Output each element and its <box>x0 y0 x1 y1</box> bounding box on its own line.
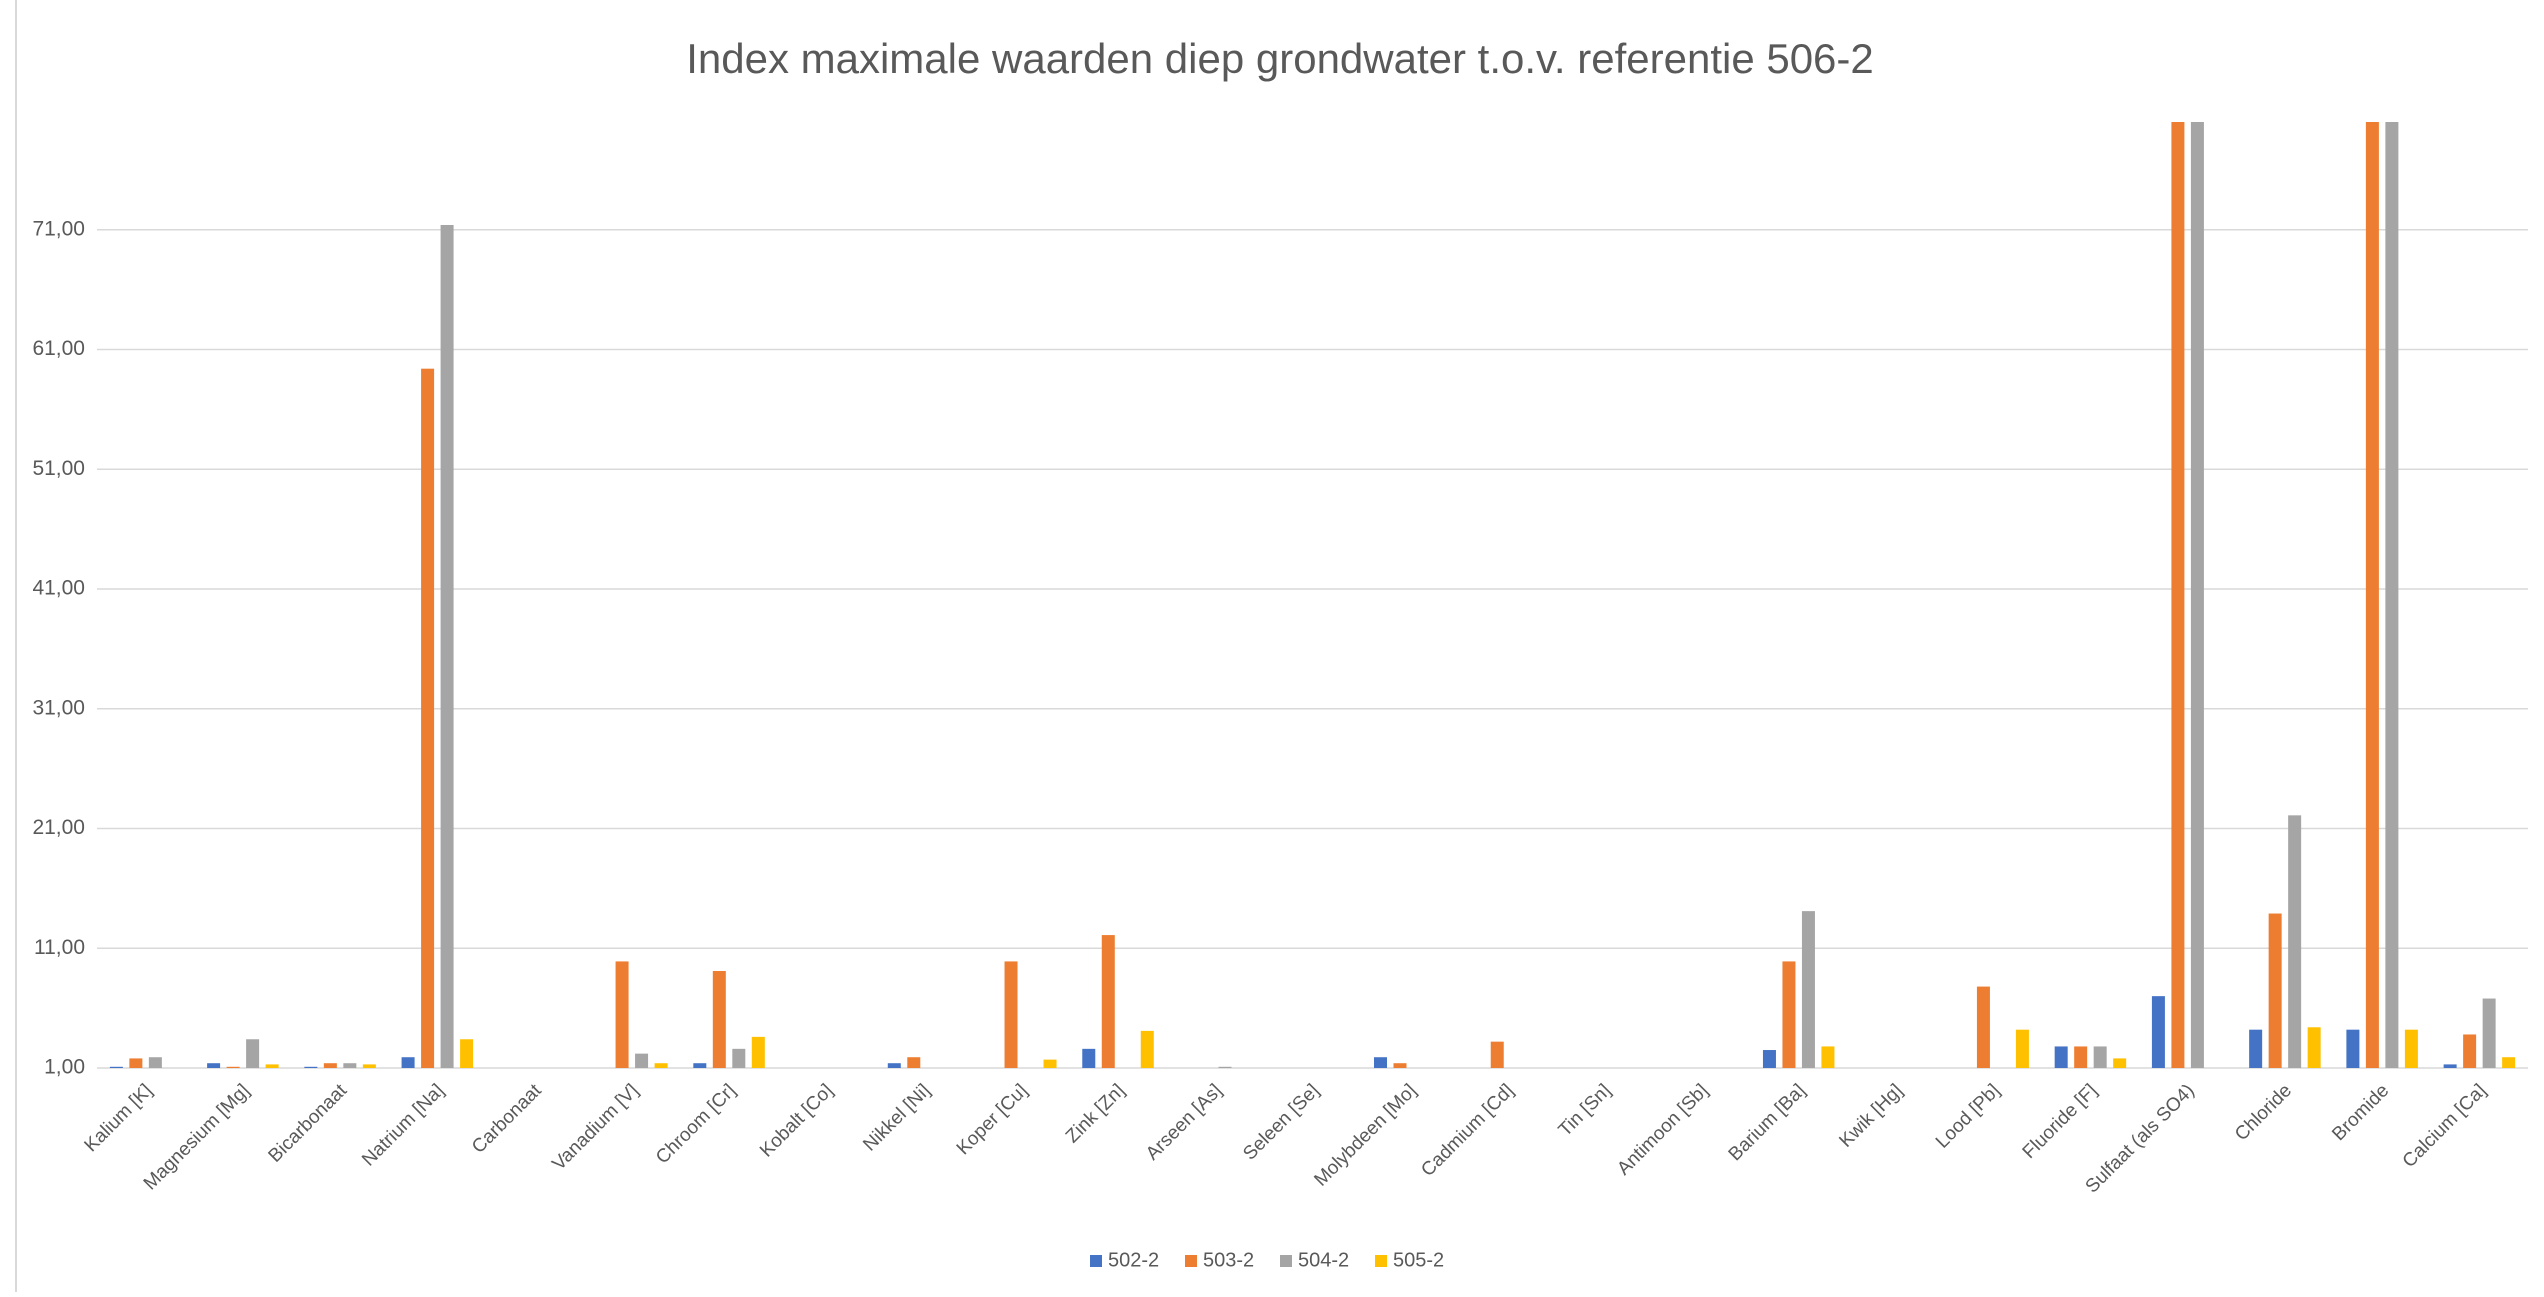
bar <box>2015 1029 2029 1068</box>
bar <box>1801 911 1815 1068</box>
bar <box>2365 122 2379 1068</box>
bar <box>421 368 435 1068</box>
legend-label: 503-2 <box>1203 1249 1254 1271</box>
bar <box>2074 1046 2088 1068</box>
bar <box>2502 1057 2516 1068</box>
bar <box>2288 815 2302 1068</box>
bar <box>2249 1029 2263 1068</box>
y-tick-label: 61,00 <box>32 337 85 360</box>
bar <box>207 1063 221 1068</box>
bar <box>1782 961 1796 1068</box>
bar <box>226 1066 240 1068</box>
bar <box>2113 1058 2127 1068</box>
bar <box>615 961 629 1068</box>
bar <box>712 971 726 1068</box>
y-tick-label: 41,00 <box>32 577 85 600</box>
bar <box>304 1066 318 1068</box>
bar <box>2385 122 2399 1068</box>
bar <box>2151 996 2165 1068</box>
bar <box>148 1057 162 1068</box>
bar <box>323 1063 337 1068</box>
bar <box>2443 1064 2457 1068</box>
legend-swatch <box>1185 1255 1197 1267</box>
bar <box>460 1039 474 1068</box>
y-tick-label: 31,00 <box>32 696 85 719</box>
bar <box>2054 1046 2068 1068</box>
bar <box>1140 1030 1154 1068</box>
y-tick-label: 21,00 <box>32 816 85 839</box>
bar <box>1082 1048 1096 1068</box>
bar <box>1490 1041 1504 1068</box>
bar <box>693 1063 707 1068</box>
bar <box>362 1064 376 1068</box>
chart-title: Index maximale waarden diep grondwater t… <box>686 35 1874 82</box>
bar <box>440 224 454 1068</box>
bar <box>1821 1046 1835 1068</box>
y-tick-label: 11,00 <box>34 936 85 959</box>
bar <box>732 1048 746 1068</box>
bar <box>265 1064 279 1068</box>
bar <box>887 1063 901 1068</box>
bar <box>2268 913 2282 1068</box>
bar <box>751 1036 765 1068</box>
bar <box>2482 998 2496 1068</box>
bar <box>1043 1059 1057 1068</box>
bar <box>654 1063 668 1068</box>
bar <box>129 1058 143 1068</box>
bar <box>1004 961 1018 1068</box>
legend-swatch <box>1090 1255 1102 1267</box>
bar <box>2307 1027 2321 1068</box>
bar <box>2463 1034 2477 1068</box>
y-tick-label: 71,00 <box>32 217 85 240</box>
bar <box>401 1057 415 1068</box>
legend-swatch <box>1375 1255 1387 1267</box>
bar <box>907 1057 921 1068</box>
bar <box>2190 122 2204 1068</box>
bar <box>1218 1066 1232 1068</box>
bar <box>246 1039 260 1068</box>
bar <box>635 1053 649 1068</box>
legend-label: 502-2 <box>1108 1249 1159 1271</box>
bar <box>1393 1063 1407 1068</box>
legend-label: 504-2 <box>1298 1249 1349 1271</box>
bar <box>2404 1029 2418 1068</box>
bar <box>1762 1050 1776 1068</box>
legend-label: 505-2 <box>1393 1249 1444 1271</box>
bar <box>1101 935 1115 1068</box>
y-tick-label: 51,00 <box>32 457 85 480</box>
bar <box>2093 1046 2107 1068</box>
bar <box>343 1063 357 1068</box>
bar <box>109 1066 123 1068</box>
bar <box>2171 122 2185 1068</box>
legend-swatch <box>1280 1255 1292 1267</box>
bar <box>1976 986 1990 1068</box>
bar <box>2346 1029 2360 1068</box>
bar <box>1373 1057 1387 1068</box>
y-tick-label: 1,00 <box>44 1056 85 1079</box>
